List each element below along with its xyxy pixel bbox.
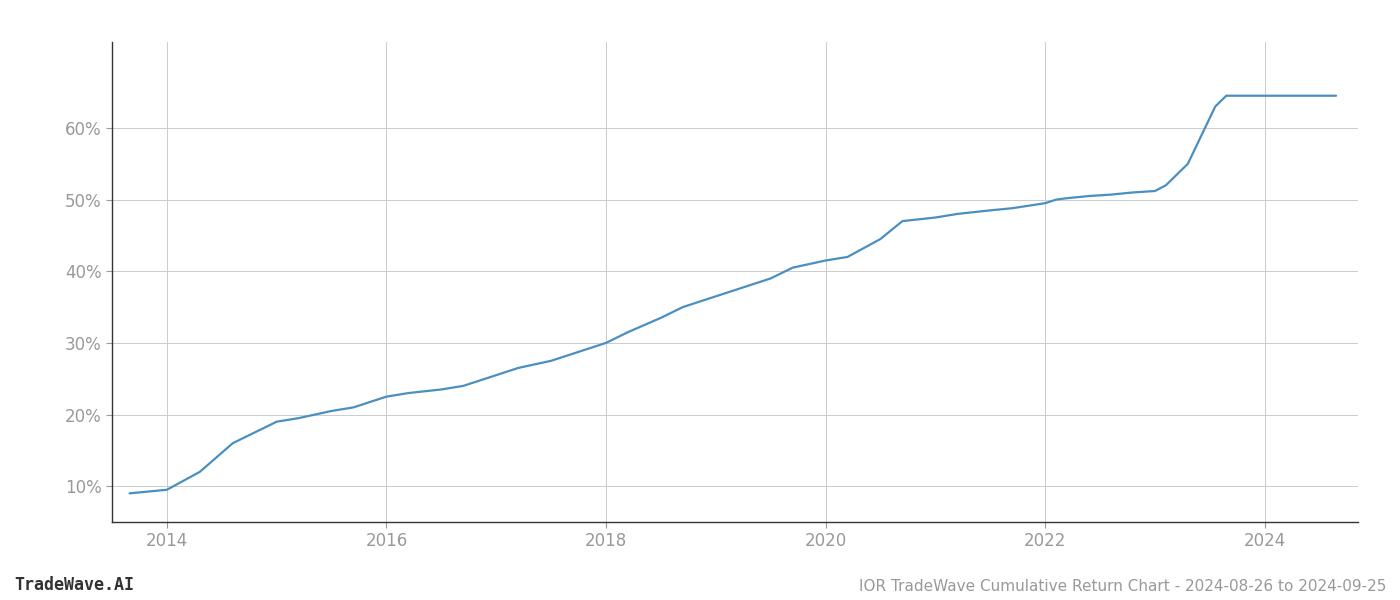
- Text: IOR TradeWave Cumulative Return Chart - 2024-08-26 to 2024-09-25: IOR TradeWave Cumulative Return Chart - …: [858, 579, 1386, 594]
- Text: TradeWave.AI: TradeWave.AI: [14, 576, 134, 594]
